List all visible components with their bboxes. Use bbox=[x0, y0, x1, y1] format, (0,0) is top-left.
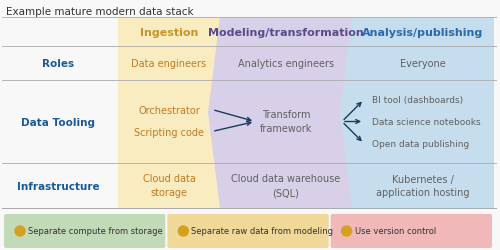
Circle shape bbox=[342, 226, 351, 236]
Polygon shape bbox=[340, 18, 494, 208]
Text: Cloud data warehouse
(SQL): Cloud data warehouse (SQL) bbox=[232, 174, 340, 198]
Text: Analytics engineers: Analytics engineers bbox=[238, 59, 334, 69]
Text: Example mature modern data stack: Example mature modern data stack bbox=[6, 7, 194, 17]
FancyBboxPatch shape bbox=[168, 214, 328, 248]
FancyBboxPatch shape bbox=[4, 214, 166, 248]
Text: Ingestion: Ingestion bbox=[140, 28, 198, 37]
Text: Modeling/transformation: Modeling/transformation bbox=[208, 28, 364, 37]
Text: Data Tooling: Data Tooling bbox=[21, 117, 95, 127]
Text: Roles: Roles bbox=[42, 59, 74, 69]
Text: Use version control: Use version control bbox=[354, 226, 436, 235]
Text: Scripting code: Scripting code bbox=[134, 127, 204, 137]
Text: Data science notebooks: Data science notebooks bbox=[372, 118, 480, 126]
Text: Separate compute from storage: Separate compute from storage bbox=[28, 226, 163, 235]
Text: Kubernetes /
application hosting: Kubernetes / application hosting bbox=[376, 174, 470, 198]
Text: Everyone: Everyone bbox=[400, 59, 446, 69]
Circle shape bbox=[178, 226, 188, 236]
Text: Infrastructure: Infrastructure bbox=[16, 181, 100, 191]
Text: Orchestrator: Orchestrator bbox=[138, 105, 200, 115]
Polygon shape bbox=[118, 18, 232, 208]
FancyBboxPatch shape bbox=[330, 214, 492, 248]
Circle shape bbox=[15, 226, 25, 236]
Text: Data engineers: Data engineers bbox=[132, 59, 206, 69]
Text: Open data publishing: Open data publishing bbox=[372, 140, 469, 148]
Text: Separate raw data from modeling: Separate raw data from modeling bbox=[192, 226, 334, 235]
Text: BI tool (dashboards): BI tool (dashboards) bbox=[372, 96, 463, 104]
Text: Analysis/publishing: Analysis/publishing bbox=[362, 28, 484, 37]
Text: Transform
framework: Transform framework bbox=[260, 110, 312, 134]
Text: Cloud data
storage: Cloud data storage bbox=[142, 174, 196, 198]
Polygon shape bbox=[208, 18, 364, 208]
